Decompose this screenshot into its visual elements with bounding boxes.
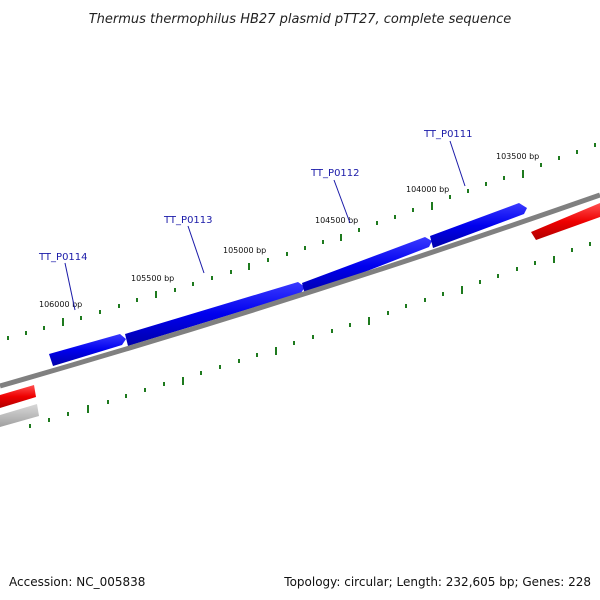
- leader-line: [187, 225, 205, 274]
- gene-label-tt-p0112[interactable]: TT_P0112: [310, 168, 360, 179]
- feature-gray[interactable]: [0, 404, 39, 427]
- gene-arrow-tt-p0111[interactable]: [430, 203, 527, 248]
- forward-genes: [49, 203, 527, 366]
- map-title: Thermus thermophilus HB27 plasmid pTT27,…: [89, 12, 512, 27]
- leader-line: [449, 140, 466, 187]
- position-label: 103500 bp: [496, 152, 539, 161]
- position-label: 104000 bp: [406, 185, 449, 194]
- gene-arrow-reverse-left[interactable]: [0, 385, 36, 408]
- leader-line: [64, 262, 76, 311]
- gene-arrow-tt-p0114[interactable]: [49, 334, 126, 366]
- gene-labels: TT_P0114 TT_P0113 TT_P0112 TT_P0111: [38, 129, 473, 263]
- topology-summary: Topology: circular; Length: 232,605 bp; …: [283, 575, 591, 589]
- position-label: 104500 bp: [315, 216, 358, 225]
- gene-leader-lines: [64, 140, 466, 311]
- position-label: 105500 bp: [131, 274, 174, 283]
- gene-arrow-tt-p0112[interactable]: [302, 237, 432, 295]
- reverse-genes: [0, 203, 600, 408]
- outer-tick-track: [7, 143, 596, 340]
- position-label: 106000 bp: [39, 300, 82, 309]
- accession-text: Accession: NC_005838: [9, 575, 145, 589]
- position-label: 105000 bp: [223, 246, 266, 255]
- plasmid-backbone: [0, 192, 600, 389]
- gene-label-tt-p0114[interactable]: TT_P0114: [38, 252, 88, 263]
- gene-label-tt-p0113[interactable]: TT_P0113: [163, 215, 213, 226]
- inner-tick-track: [29, 242, 591, 428]
- gene-arrow-tt-p0113[interactable]: [125, 282, 305, 346]
- position-labels: 106000 bp 105500 bp 105000 bp 104500 bp …: [39, 152, 539, 309]
- gene-arrow-reverse-right[interactable]: [531, 203, 600, 240]
- gene-label-tt-p0111[interactable]: TT_P0111: [423, 129, 473, 140]
- leader-line: [333, 179, 351, 224]
